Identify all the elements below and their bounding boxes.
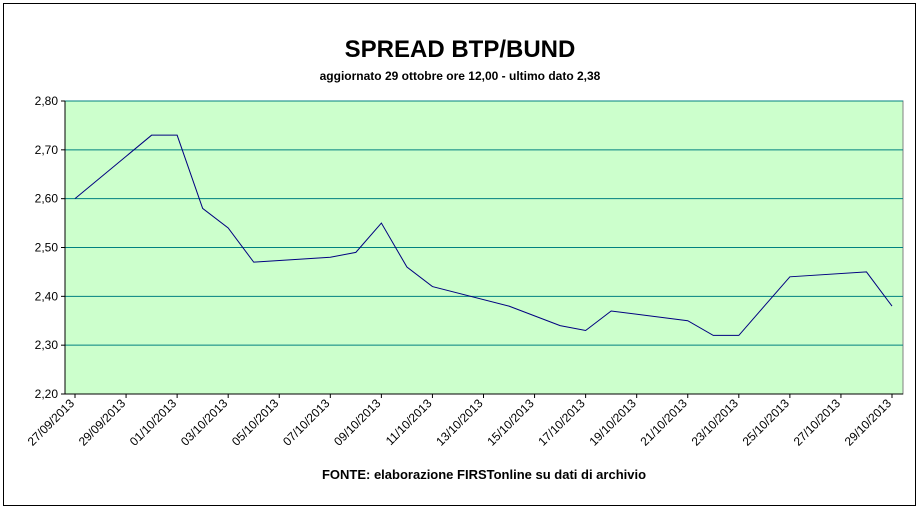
y-tick-label: 2,70 [35,143,59,157]
y-tick-label: 2,50 [35,241,59,255]
chart-subtitle: aggiornato 29 ottobre ore 12,00 - ultimo… [320,69,601,83]
chart-title: SPREAD BTP/BUND [345,36,576,63]
y-tick-label: 2,60 [35,192,59,206]
source-note: FONTE: elaborazione FIRSTonline su dati … [322,467,646,482]
y-tick-label: 2,40 [35,289,59,303]
y-tick-label: 2,20 [35,387,59,401]
y-tick-label: 2,80 [35,94,59,108]
y-tick-label: 2,30 [35,338,59,352]
data-line [74,134,893,336]
